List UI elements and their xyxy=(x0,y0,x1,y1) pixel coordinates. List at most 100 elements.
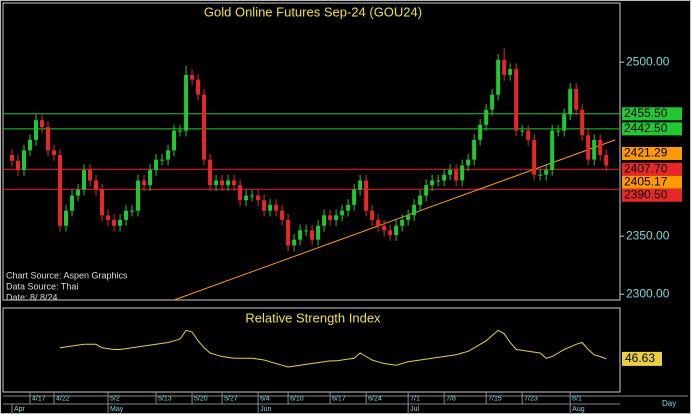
candle-body xyxy=(16,160,21,171)
candle-body xyxy=(382,225,387,231)
candle-body xyxy=(160,159,165,161)
candle-body xyxy=(454,170,459,181)
trend-line xyxy=(173,139,616,300)
candle-body xyxy=(190,74,195,80)
candle-body xyxy=(76,189,81,196)
candle-body xyxy=(538,174,543,176)
candle-body xyxy=(214,180,219,186)
candle-body xyxy=(178,130,183,132)
candle-body xyxy=(586,135,591,160)
x-tick-label: 6/17 xyxy=(332,395,346,402)
month-label: Jul xyxy=(410,406,419,413)
candle-body xyxy=(316,225,321,240)
candle-body xyxy=(82,170,87,190)
rsi-title: Relative Strength Index xyxy=(245,310,381,325)
y-tick-label: 2300.00 xyxy=(626,286,670,300)
candle-body xyxy=(544,170,549,175)
y-tick-label: 2350.00 xyxy=(626,228,670,242)
candle-body xyxy=(352,189,357,205)
chart-title: Gold Online Futures Sep-24 (GOU24) xyxy=(204,4,422,19)
level-label: 2407.70 xyxy=(624,161,668,175)
candle-body xyxy=(460,165,465,181)
candle-body xyxy=(496,59,501,95)
x-tick-label: 5/20 xyxy=(194,395,208,402)
candle-body xyxy=(406,215,411,220)
candle-body xyxy=(268,204,273,211)
candle-body xyxy=(448,170,453,175)
level-label-box xyxy=(622,122,682,136)
candle-body xyxy=(304,230,309,232)
candle-body xyxy=(508,69,513,75)
note: Data Source: Thai xyxy=(6,281,78,291)
candle-body xyxy=(424,185,429,196)
candle-body xyxy=(184,74,189,131)
candle-body xyxy=(472,139,477,160)
candle-body xyxy=(274,204,279,211)
candle-body xyxy=(118,219,123,226)
level-label-box xyxy=(622,188,682,202)
candle-body xyxy=(478,124,483,140)
x-tick-label: 6/4 xyxy=(260,395,270,402)
candle-body xyxy=(466,159,471,166)
candle-body xyxy=(232,180,237,186)
candle-body xyxy=(532,139,537,175)
month-label: Jun xyxy=(260,406,271,413)
candle-body xyxy=(334,215,339,220)
x-tick-label: 5/13 xyxy=(158,395,172,402)
candle-body xyxy=(430,180,435,186)
candle-body xyxy=(10,154,15,161)
candle-body xyxy=(202,94,207,160)
candle-body xyxy=(376,219,381,226)
x-tick-label: 7/8 xyxy=(446,395,456,402)
candle-body xyxy=(340,210,345,216)
month-label: May xyxy=(110,406,124,413)
candle-body xyxy=(364,180,369,211)
candle-body xyxy=(310,230,315,240)
candle-body xyxy=(22,150,27,171)
candle-body xyxy=(556,130,561,132)
level-label-box xyxy=(622,175,682,189)
candle-body xyxy=(388,230,393,236)
month-label: Aug xyxy=(572,406,585,413)
candle-body xyxy=(490,94,495,110)
x-tick-label: 6/24 xyxy=(368,395,382,402)
candle-body xyxy=(514,69,519,131)
x-tick-label: 4/17 xyxy=(32,395,46,402)
candle-body xyxy=(562,114,567,131)
x-tick-label: 8/1 xyxy=(572,395,582,402)
candle-body xyxy=(112,219,117,226)
rsi-panel xyxy=(2,307,621,393)
x-unit-label: Day xyxy=(662,399,676,408)
rsi-value-box xyxy=(622,351,662,366)
candle-body xyxy=(256,195,261,201)
plot-area xyxy=(3,48,620,300)
candle-body xyxy=(40,120,45,128)
candle-body xyxy=(328,215,333,220)
candle-body xyxy=(106,215,111,220)
candle-body xyxy=(196,79,201,95)
candle-body xyxy=(46,127,51,151)
candle-body xyxy=(520,130,525,132)
candle-body xyxy=(34,120,39,140)
candle-body xyxy=(598,139,603,155)
x-tick-label: 6/10 xyxy=(290,395,304,402)
candle-body xyxy=(412,204,417,216)
candle-body xyxy=(322,215,327,226)
x-tick-label: 7/15 xyxy=(488,395,502,402)
level-label-box xyxy=(622,146,682,160)
month-label: Apr xyxy=(14,406,26,413)
y-tick-label: 2500.00 xyxy=(626,54,670,68)
rsi-line xyxy=(59,329,607,368)
candle-body xyxy=(442,174,447,181)
candle-body xyxy=(130,210,135,212)
candle-body xyxy=(100,189,105,216)
candle-body xyxy=(154,159,159,171)
level-label: 2442.50 xyxy=(624,121,668,135)
candle-body xyxy=(298,230,303,240)
candle-body xyxy=(550,130,555,171)
candle-body xyxy=(502,59,507,75)
note: Date: 8/ 8/24 xyxy=(6,292,58,302)
x-tick-label: 7/1 xyxy=(410,395,420,402)
level-label: 2405.17 xyxy=(624,174,668,188)
